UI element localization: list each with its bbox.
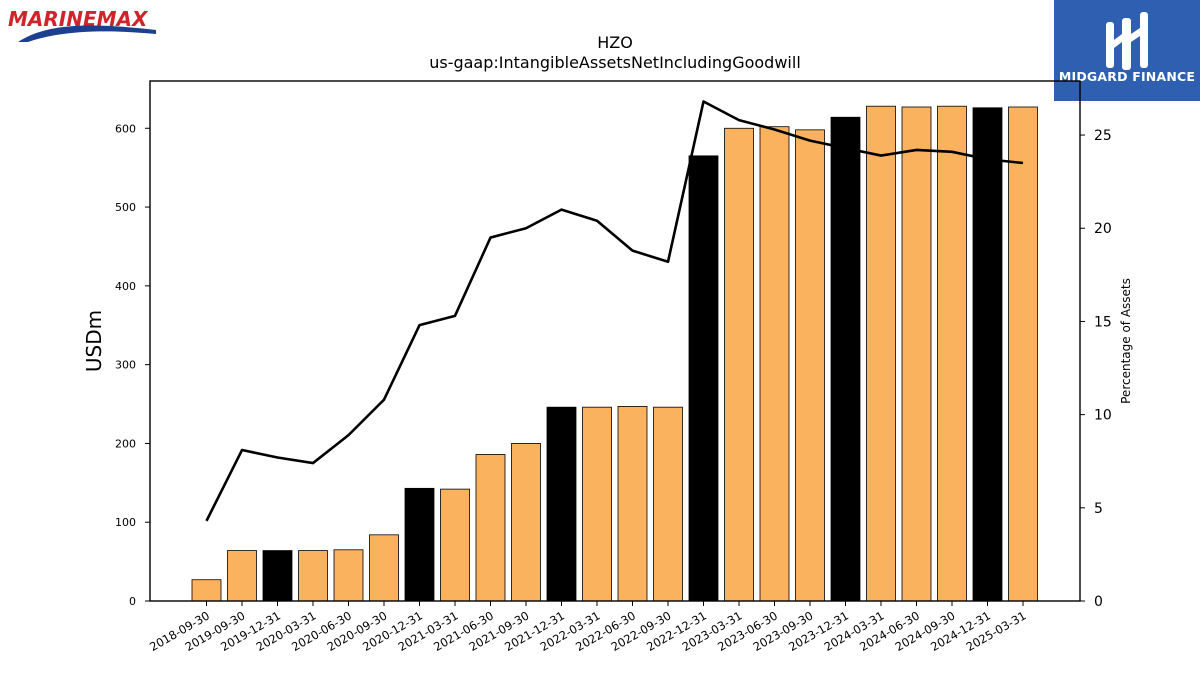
wave-icon [18, 25, 156, 42]
y2-tick-label: 10 [1094, 408, 1112, 424]
bar-2020-06-30 [333, 549, 364, 602]
bar-2022-03-31 [582, 406, 612, 602]
y-tick-label: 0 [129, 595, 136, 608]
midgard-monogram-icon [1106, 12, 1148, 70]
bar-2021-03-31 [440, 488, 470, 602]
y2-tick-label: 0 [1094, 594, 1103, 610]
marinemax-logo: MARINEMAX [8, 7, 156, 42]
y2-tick-label: 15 [1094, 314, 1112, 330]
bar-2019-12-31 [262, 550, 293, 602]
y-tick-label: 100 [115, 516, 136, 529]
bar-2024-06-30 [901, 106, 932, 602]
y-tick-label: 200 [115, 437, 136, 450]
bar-2024-12-31 [972, 107, 1003, 602]
bar-2024-09-30 [937, 105, 967, 602]
midgard-finance-logo: MIDGARD FINANCE [1054, 0, 1200, 101]
bar-2019-09-30 [227, 550, 257, 602]
bar-2023-06-30 [759, 126, 790, 602]
y2-axis-label: Percentage of Assets [1119, 278, 1133, 404]
bar-2021-09-30 [511, 443, 541, 602]
y2-tick-label: 5 [1094, 501, 1103, 517]
midgard-finance-label: MIDGARD FINANCE [1058, 69, 1196, 84]
bar-2023-09-30 [795, 129, 825, 602]
bar-2022-09-30 [653, 406, 683, 602]
bar-2022-06-30 [617, 405, 648, 602]
bar-2023-12-31 [830, 116, 861, 602]
bar-2018-09-30 [191, 579, 222, 602]
y-tick-label: 400 [115, 280, 136, 293]
bar-2020-09-30 [369, 534, 399, 602]
y2-tick-label: 20 [1094, 221, 1112, 237]
y-tick-label: 500 [115, 201, 136, 214]
chart-subtitle: us-gaap:IntangibleAssetsNetIncludingGood… [429, 53, 801, 72]
y-tick-label: 600 [115, 122, 136, 135]
bar-2023-03-31 [724, 127, 754, 602]
bar-2021-12-31 [546, 406, 577, 602]
bar-2025-03-31 [1008, 106, 1038, 602]
percentage-line [205, 100, 1024, 522]
bar-2020-03-31 [298, 550, 328, 602]
y-axis-label: USDm [82, 310, 106, 372]
plot-frame [149, 80, 1081, 602]
bar-2022-12-31 [688, 155, 719, 602]
bar-2021-06-30 [475, 454, 506, 602]
bar-2020-12-31 [404, 487, 435, 602]
y-tick-label: 300 [115, 359, 136, 372]
y2-tick-label: 25 [1094, 128, 1112, 144]
bar-2024-03-31 [866, 105, 896, 602]
chart-title: HZO [597, 33, 633, 52]
